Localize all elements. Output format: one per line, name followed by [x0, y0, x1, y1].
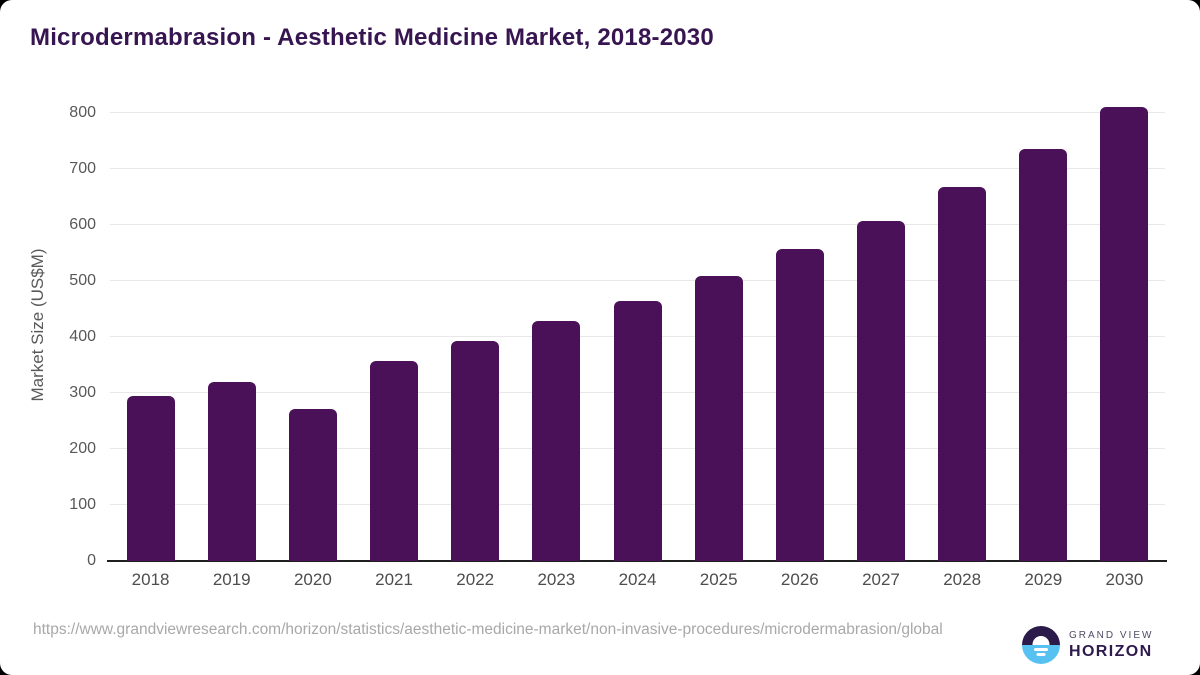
- bar-slot: [110, 113, 191, 561]
- x-tick-label: 2030: [1105, 570, 1144, 589]
- x-tick-label: 2023: [537, 570, 576, 589]
- y-tick-label: 0: [87, 552, 96, 569]
- bar-2021: [370, 361, 419, 561]
- x-tick-label: 2027: [862, 570, 900, 589]
- sun-reflection-line: [1036, 653, 1046, 656]
- bar-slot: [516, 113, 597, 561]
- y-tick-label: 700: [69, 160, 96, 177]
- logo-product-name: HORIZON: [1069, 642, 1153, 660]
- grand-view-horizon-logo: GRAND VIEW HORIZON: [1022, 626, 1153, 664]
- x-tick-label: 2022: [456, 570, 495, 589]
- x-tick-label: 2018: [131, 570, 170, 589]
- y-axis-title: Market Size (US$M): [28, 248, 47, 402]
- y-tick-label: 500: [69, 272, 96, 289]
- bar-2022: [451, 340, 500, 561]
- bar-slot: [191, 113, 272, 561]
- x-axis-line: [107, 560, 1167, 562]
- bar-2019: [207, 381, 256, 561]
- bar-2025: [694, 275, 743, 561]
- horizon-logo-icon: [1022, 626, 1060, 664]
- y-tick-label: 200: [69, 440, 96, 457]
- x-tick-label: 2028: [943, 570, 982, 589]
- sun-reflection-line: [1034, 648, 1048, 651]
- bar-2024: [613, 300, 662, 561]
- bar-slot: [922, 113, 1003, 561]
- bar-2018: [126, 395, 175, 561]
- bar-2026: [775, 249, 824, 561]
- x-tick-label: 2029: [1024, 570, 1063, 589]
- source-url: https://www.grandviewresearch.com/horizo…: [33, 621, 943, 638]
- bar-2020: [288, 408, 337, 561]
- y-tick-label: 300: [69, 384, 96, 401]
- y-tick-label: 400: [69, 328, 96, 345]
- bar-slot: [597, 113, 678, 561]
- bar-slot: [678, 113, 759, 561]
- chart-title: Microdermabrasion - Aesthetic Medicine M…: [30, 24, 714, 51]
- bar-slot: [353, 113, 434, 561]
- x-axis-labels: 2018 2019 2020 2021 2022 2023 2024 2025 2026 2027…: [110, 570, 1165, 590]
- x-tick-label: 2019: [212, 570, 251, 589]
- bar-2023: [532, 321, 581, 561]
- x-tick-label: 2026: [780, 570, 819, 589]
- bar-slot: [840, 113, 921, 561]
- gridline: [110, 112, 1165, 113]
- y-tick-label: 100: [69, 496, 96, 513]
- bar-2030: [1100, 107, 1149, 561]
- gridline: [110, 224, 1165, 225]
- gridline: [110, 280, 1165, 281]
- bar-2027: [856, 220, 905, 561]
- bar-slot: [1003, 113, 1084, 561]
- sun-icon: [1032, 636, 1050, 645]
- y-tick-label: 800: [69, 104, 96, 121]
- gridline: [110, 168, 1165, 169]
- bars-row: [110, 107, 1165, 561]
- logo-brand-name: GRAND VIEW: [1069, 629, 1154, 641]
- x-tick-label: 2025: [699, 570, 738, 589]
- x-tick-label: 2024: [618, 570, 657, 589]
- x-tick-label: 2021: [375, 570, 413, 589]
- bar-slot: [1084, 107, 1165, 561]
- bar-2029: [1019, 149, 1068, 561]
- plot-area: 0 100 200 300 400 500 600 700 800: [69, 104, 1167, 569]
- x-tick-label: 2020: [293, 570, 332, 589]
- bar-slot: [272, 113, 353, 561]
- y-tick-label: 600: [69, 216, 96, 233]
- logo-text: GRAND VIEW HORIZON: [1069, 630, 1153, 661]
- bar-2028: [938, 187, 987, 561]
- bar-slot: [435, 113, 516, 561]
- bar-slot: [759, 113, 840, 561]
